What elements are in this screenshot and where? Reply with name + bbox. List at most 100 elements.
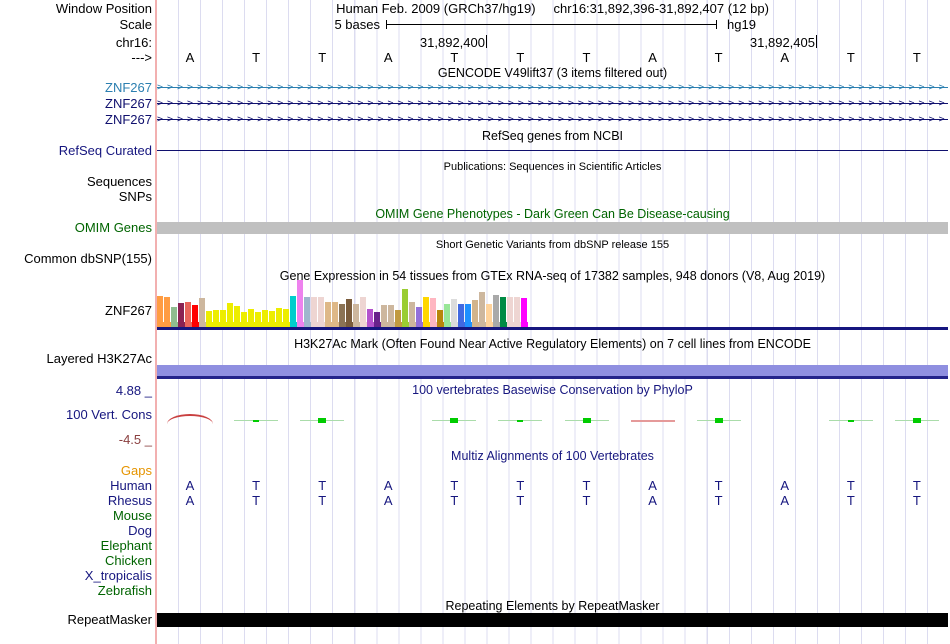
species-label-gaps[interactable]: Gaps <box>120 463 152 478</box>
gtex-tissue-bar[interactable] <box>311 297 317 322</box>
gtex-tissue-bar[interactable] <box>290 296 296 322</box>
gtex-tissue-bar[interactable] <box>185 302 191 322</box>
gtex-tissue-color-strip <box>192 322 199 327</box>
gtex-tissue-bar[interactable] <box>276 308 282 322</box>
omim-gene-bar[interactable] <box>157 222 948 234</box>
gencode-transcript-label[interactable]: ZNF267 <box>105 80 152 95</box>
gtex-tissue-bar[interactable] <box>157 296 163 322</box>
gtex-tissue-bar[interactable] <box>493 295 499 322</box>
gtex-tissue-bar[interactable] <box>297 280 303 322</box>
gtex-tissue-bar[interactable] <box>164 297 170 322</box>
transcript-line[interactable] <box>157 87 948 88</box>
gtex-tissue-bar[interactable] <box>255 312 261 322</box>
base-letter: A <box>185 50 195 65</box>
species-label-elephant[interactable]: Elephant <box>100 538 152 553</box>
gtex-tissue-bar[interactable] <box>367 309 373 322</box>
gtex-tissue-color-strip <box>304 322 311 327</box>
repeatmasker-track-title: Repeating Elements by RepeatMasker <box>445 599 660 613</box>
gtex-tissue-bar[interactable] <box>381 305 387 322</box>
h3k27ac-label[interactable]: Layered H3K27Ac <box>46 351 152 366</box>
gtex-tissue-bar[interactable] <box>346 299 352 322</box>
species-label-dog[interactable]: Dog <box>128 523 152 538</box>
gtex-tissue-bar[interactable] <box>269 311 275 322</box>
species-label-mouse[interactable]: Mouse <box>112 508 152 523</box>
sequences-label[interactable]: Sequences <box>86 174 152 189</box>
gtex-tissue-bar[interactable] <box>388 305 394 322</box>
gtex-tissue-bar[interactable] <box>514 297 520 322</box>
gtex-tissue-bar[interactable] <box>500 297 506 322</box>
gtex-tissue-bar[interactable] <box>353 304 359 322</box>
gtex-tissue-color-strip <box>500 322 507 327</box>
gtex-tissue-bar[interactable] <box>283 309 289 322</box>
refseq-curated-label[interactable]: RefSeq Curated <box>58 143 152 158</box>
gtex-tissue-color-strip <box>297 322 304 327</box>
gtex-tissue-bar[interactable] <box>206 311 212 322</box>
species-label-chicken[interactable]: Chicken <box>105 553 152 568</box>
human-base-letter: A <box>383 478 393 493</box>
species-label-x_tropicalis[interactable]: X_tropicalis <box>84 568 152 583</box>
gtex-tissue-color-strip <box>493 322 500 327</box>
transcript-arrows[interactable]: >>>>>>>>>>>>>>>>>>>>>>>>>>>>>>>>>>>>>>>>… <box>157 82 948 93</box>
gtex-tissue-color-strip <box>416 322 423 327</box>
gtex-gene-label[interactable]: ZNF267 <box>105 303 152 318</box>
gtex-tissue-bar[interactable] <box>458 304 464 322</box>
snps-label[interactable]: SNPs <box>118 189 152 204</box>
repeatmasker-element-bar[interactable] <box>157 613 948 627</box>
gtex-tissue-bar[interactable] <box>409 302 415 322</box>
gtex-tissue-bar[interactable] <box>178 303 184 322</box>
gtex-tissue-bar[interactable] <box>395 310 401 322</box>
gtex-tissue-bar[interactable] <box>521 298 527 322</box>
gtex-tissue-color-strip <box>374 322 381 327</box>
refseq-gene-line[interactable] <box>157 150 948 151</box>
gencode-transcript-label[interactable]: ZNF267 <box>105 112 152 127</box>
transcript-line[interactable] <box>157 103 948 104</box>
transcript-arrows[interactable]: >>>>>>>>>>>>>>>>>>>>>>>>>>>>>>>>>>>>>>>>… <box>157 98 948 109</box>
gtex-tissue-bar[interactable] <box>360 297 366 322</box>
gtex-tissue-bar[interactable] <box>472 300 478 322</box>
gtex-tissue-bar[interactable] <box>332 302 338 322</box>
gtex-tissue-bar[interactable] <box>486 304 492 322</box>
repeatmasker-label[interactable]: RepeatMasker <box>67 612 152 627</box>
dbsnp-label[interactable]: Common dbSNP(155) <box>24 251 152 266</box>
gtex-tissue-bar[interactable] <box>423 297 429 322</box>
species-label-rhesus[interactable]: Rhesus <box>107 493 152 508</box>
omim-genes-label[interactable]: OMIM Genes <box>74 220 152 235</box>
transcript-arrows[interactable]: >>>>>>>>>>>>>>>>>>>>>>>>>>>>>>>>>>>>>>>>… <box>157 114 948 125</box>
gtex-tissue-bar[interactable] <box>479 292 485 322</box>
gtex-tissue-color-strip <box>185 322 192 327</box>
rhesus-base-letter: T <box>912 493 921 508</box>
gtex-tissue-bar[interactable] <box>234 306 240 322</box>
gtex-tissue-bar[interactable] <box>416 307 422 322</box>
gtex-tissue-bar[interactable] <box>374 312 380 322</box>
species-label-zebrafish[interactable]: Zebrafish <box>97 583 152 598</box>
window-position-label: Window Position <box>55 1 152 16</box>
gtex-tissue-bar[interactable] <box>171 307 177 322</box>
gtex-tissue-bar[interactable] <box>451 299 457 322</box>
h3k27ac-signal-bar[interactable] <box>157 365 948 376</box>
transcript-line[interactable] <box>157 119 948 120</box>
gtex-tissue-bar[interactable] <box>318 297 324 322</box>
gtex-tissue-bar[interactable] <box>227 303 233 322</box>
human-base-letter: T <box>516 478 525 493</box>
gtex-tissue-bar[interactable] <box>402 289 408 322</box>
gtex-tissue-bar[interactable] <box>444 304 450 322</box>
gtex-tissue-bar[interactable] <box>248 309 254 322</box>
gtex-tissue-bar[interactable] <box>220 310 226 322</box>
gtex-tissue-bar[interactable] <box>430 298 436 322</box>
gtex-tissue-bar[interactable] <box>339 304 345 322</box>
gtex-tissue-bar[interactable] <box>192 305 198 322</box>
phylop-track-label[interactable]: 100 Vert. Cons <box>66 407 152 422</box>
gtex-tissue-bar[interactable] <box>465 304 471 322</box>
gtex-tissue-bar[interactable] <box>199 298 205 322</box>
species-label-human[interactable]: Human <box>110 478 152 493</box>
gtex-tissue-bar[interactable] <box>262 310 268 322</box>
gtex-tissue-bar[interactable] <box>241 312 247 322</box>
gtex-tissue-bar[interactable] <box>507 297 513 322</box>
gtex-tissue-bar[interactable] <box>437 310 443 322</box>
gencode-track-title: GENCODE V49lift37 (3 items filtered out) <box>437 66 668 80</box>
gtex-tissue-bar[interactable] <box>213 310 219 322</box>
gtex-tissue-bar[interactable] <box>304 297 310 322</box>
gencode-transcript-label[interactable]: ZNF267 <box>105 96 152 111</box>
gtex-tissue-bar[interactable] <box>325 302 331 322</box>
gtex-tissue-color-strip <box>451 322 458 327</box>
